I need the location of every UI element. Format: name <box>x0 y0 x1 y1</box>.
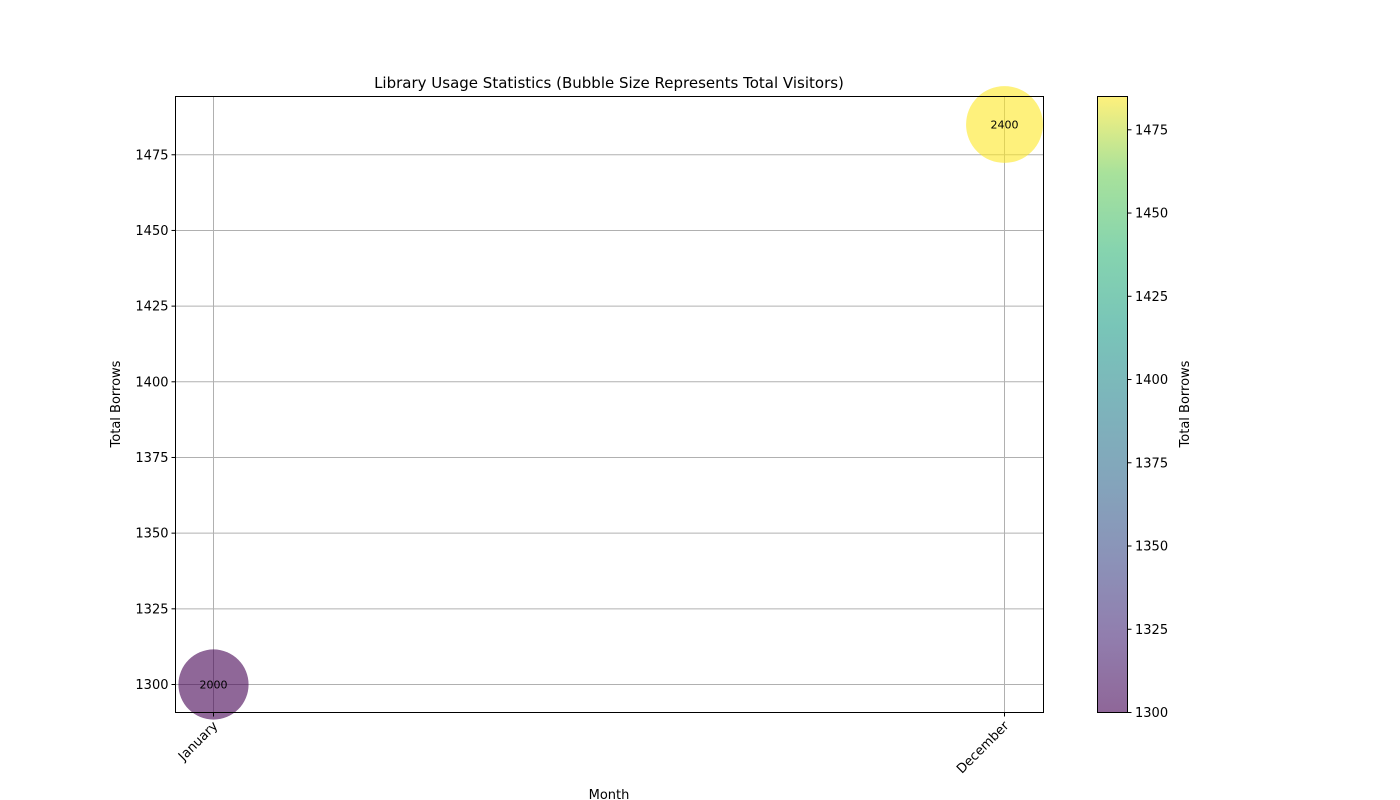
y-tick-label: 1325 <box>135 602 168 617</box>
plot-area-frame <box>175 96 1044 713</box>
chart-title: Library Usage Statistics (Bubble Size Re… <box>374 74 844 92</box>
x-tick-label: December <box>954 718 1013 777</box>
y-tick-label: 1475 <box>135 148 168 163</box>
x-axis-label: Month <box>589 788 630 800</box>
y-tick-label: 1450 <box>135 224 168 239</box>
y-axis-ticks: 1300 1325 1350 1375 1400 1425 1450 1475 <box>135 148 176 693</box>
colorbar-gradient <box>1097 96 1128 713</box>
y-tick-label: 1375 <box>135 451 168 466</box>
x-axis-ticks: January December <box>175 712 1013 777</box>
y-axis-label: Total Borrows <box>109 360 124 448</box>
y-tick-label: 1350 <box>135 527 168 542</box>
colorbar-tick-label: 1375 <box>1135 456 1168 471</box>
y-tick-label: 1300 <box>135 678 168 693</box>
colorbar-tick-label: 1400 <box>1135 373 1168 388</box>
bubble <box>966 86 1043 163</box>
colorbar-tick-label: 1300 <box>1135 706 1168 721</box>
bubble-label: 2000 <box>200 679 228 692</box>
bubble-label: 2400 <box>991 119 1019 132</box>
colorbar-frame <box>1097 96 1128 713</box>
colorbar: 1300 1325 1350 1375 1400 1425 1450 1475 Total B… <box>1097 96 1193 721</box>
y-tick-label: 1425 <box>135 300 168 315</box>
grid-lines <box>175 96 1044 713</box>
x-tick-label: January <box>175 719 221 765</box>
y-tick-label: 1400 <box>135 375 168 390</box>
colorbar-tick-label: 1425 <box>1135 290 1168 305</box>
colorbar-tick-label: 1325 <box>1135 623 1168 638</box>
colorbar-tick-label: 1475 <box>1135 123 1168 138</box>
bubble-series: 2000 2400 <box>178 86 1043 720</box>
colorbar-tick-label: 1350 <box>1135 540 1168 555</box>
colorbar-ticks: 1300 1325 1350 1375 1400 1425 1450 1475 <box>1127 123 1168 721</box>
bubble <box>178 649 249 720</box>
colorbar-label: Total Borrows <box>1178 360 1193 448</box>
colorbar-tick-label: 1450 <box>1135 207 1168 222</box>
